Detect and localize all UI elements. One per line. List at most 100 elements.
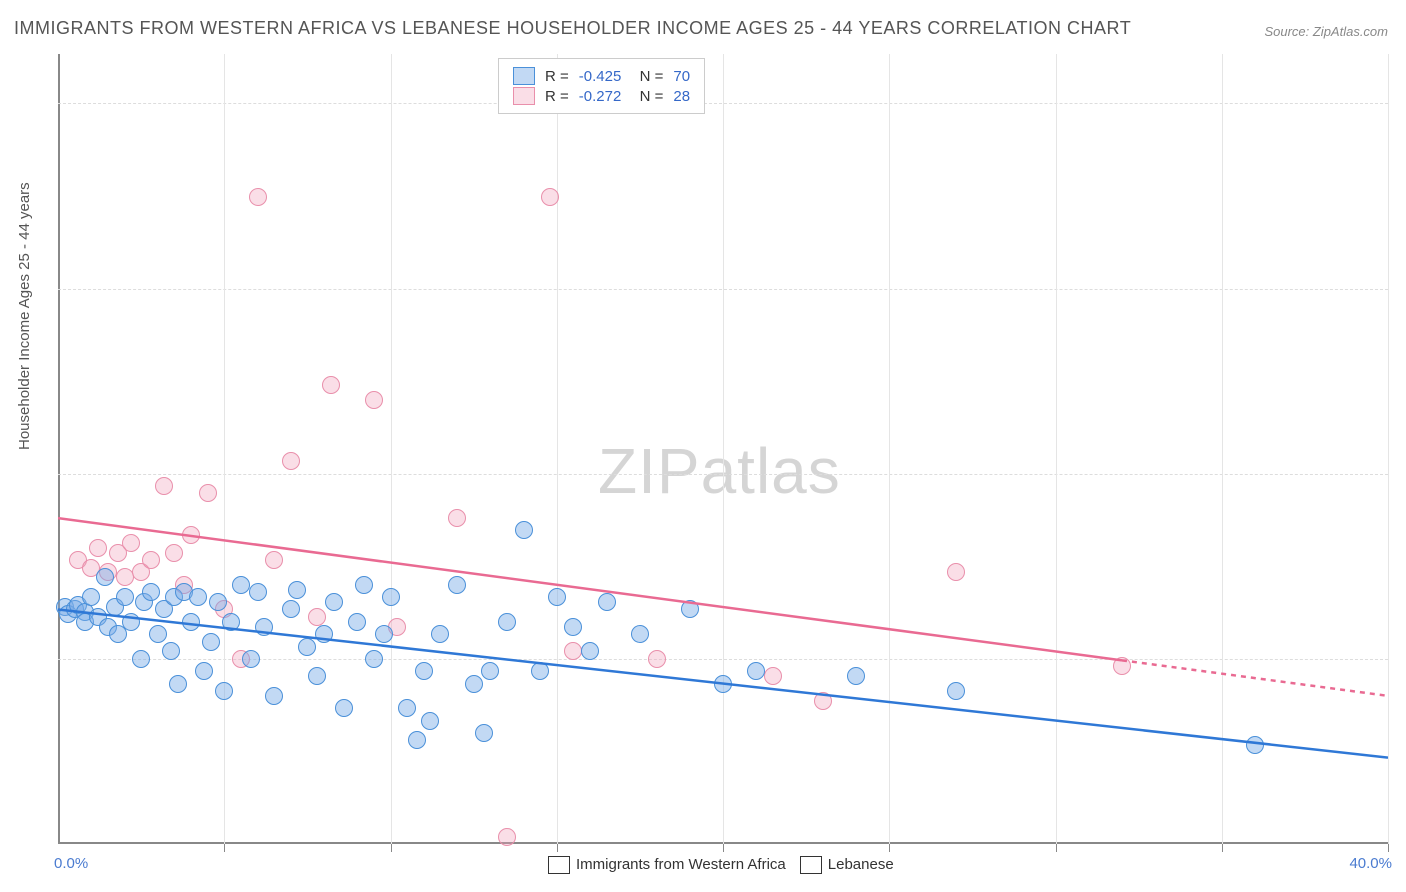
scatter-point-blue (355, 576, 373, 594)
scatter-point-blue (195, 662, 213, 680)
scatter-point-blue (162, 642, 180, 660)
scatter-point-blue (298, 638, 316, 656)
gridline-vertical (1388, 54, 1389, 844)
scatter-point-pink (265, 551, 283, 569)
gridline-vertical (889, 54, 890, 844)
scatter-point-blue (325, 593, 343, 611)
series-label: Lebanese (828, 856, 894, 873)
y-axis-line (58, 54, 60, 844)
scatter-point-blue (282, 600, 300, 618)
source-link[interactable]: ZipAtlas.com (1313, 24, 1388, 39)
scatter-point-blue (202, 633, 220, 651)
chart-title: IMMIGRANTS FROM WESTERN AFRICA VS LEBANE… (14, 18, 1131, 39)
x-tick-mark (557, 844, 558, 852)
scatter-point-blue (265, 687, 283, 705)
correlation-chart: { "title": "IMMIGRANTS FROM WESTERN AFRI… (0, 0, 1406, 892)
correlation-legend-row: R = -0.425 N = 70 (513, 67, 690, 85)
scatter-point-blue (548, 588, 566, 606)
scatter-point-blue (232, 576, 250, 594)
scatter-point-blue (209, 593, 227, 611)
scatter-point-blue (421, 712, 439, 730)
scatter-point-blue (947, 682, 965, 700)
scatter-point-blue (215, 682, 233, 700)
x-tick-mark (1056, 844, 1057, 852)
scatter-point-blue (255, 618, 273, 636)
series-label: Immigrants from Western Africa (576, 856, 786, 873)
series-legend-item: Immigrants from Western Africa (548, 856, 786, 874)
scatter-point-pink (498, 828, 516, 846)
scatter-point-blue (714, 675, 732, 693)
legend-n-label: N = (631, 68, 663, 85)
scatter-point-blue (681, 600, 699, 618)
legend-r-label: R = (545, 68, 569, 85)
x-tick-mark (224, 844, 225, 852)
legend-r-label: R = (545, 88, 569, 105)
scatter-point-pink (564, 642, 582, 660)
scatter-point-blue (335, 699, 353, 717)
scatter-point-blue (122, 613, 140, 631)
scatter-point-blue (631, 625, 649, 643)
scatter-point-blue (382, 588, 400, 606)
scatter-point-blue (747, 662, 765, 680)
scatter-point-pink (89, 539, 107, 557)
scatter-point-pink (448, 509, 466, 527)
scatter-point-blue (189, 588, 207, 606)
scatter-point-blue (398, 699, 416, 717)
scatter-point-pink (165, 544, 183, 562)
scatter-point-blue (465, 675, 483, 693)
legend-n-value: 28 (673, 88, 690, 105)
scatter-point-blue (315, 625, 333, 643)
scatter-point-blue (408, 731, 426, 749)
scatter-point-blue (1246, 736, 1264, 754)
x-tick-label-max: 40.0% (1349, 855, 1392, 872)
scatter-point-blue (116, 588, 134, 606)
watermark: ZIPatlas (598, 434, 841, 508)
scatter-point-blue (847, 667, 865, 685)
x-tick-mark (1388, 844, 1389, 852)
scatter-point-pink (199, 484, 217, 502)
scatter-point-blue (365, 650, 383, 668)
scatter-point-blue (531, 662, 549, 680)
scatter-point-pink (182, 526, 200, 544)
scatter-point-blue (288, 581, 306, 599)
scatter-point-pink (764, 667, 782, 685)
scatter-point-blue (448, 576, 466, 594)
scatter-point-blue (96, 568, 114, 586)
scatter-point-pink (648, 650, 666, 668)
scatter-point-pink (155, 477, 173, 495)
scatter-point-blue (375, 625, 393, 643)
scatter-point-blue (149, 625, 167, 643)
y-axis-label: Householder Income Ages 25 - 44 years (16, 182, 33, 450)
legend-n-label: N = (631, 88, 663, 105)
scatter-point-pink (282, 452, 300, 470)
correlation-legend: R = -0.425 N = 70 R = -0.272 N = 28 (498, 58, 705, 114)
scatter-point-blue (348, 613, 366, 631)
scatter-point-pink (814, 692, 832, 710)
correlation-legend-row: R = -0.272 N = 28 (513, 87, 690, 105)
series-legend: Immigrants from Western Africa Lebanese (548, 856, 894, 874)
legend-swatch-blue (548, 856, 570, 874)
gridline-vertical (224, 54, 225, 844)
scatter-point-blue (598, 593, 616, 611)
x-tick-label-min: 0.0% (54, 855, 88, 872)
gridline-vertical (391, 54, 392, 844)
scatter-point-pink (249, 188, 267, 206)
scatter-point-pink (308, 608, 326, 626)
source-prefix: Source: (1264, 24, 1312, 39)
series-legend-item: Lebanese (800, 856, 894, 874)
trend-line (1122, 660, 1388, 696)
scatter-point-pink (142, 551, 160, 569)
scatter-point-blue (481, 662, 499, 680)
scatter-point-pink (322, 376, 340, 394)
watermark-bold: ZIP (598, 435, 701, 507)
scatter-point-blue (82, 588, 100, 606)
x-tick-mark (1222, 844, 1223, 852)
source-attribution: Source: ZipAtlas.com (1264, 24, 1388, 39)
scatter-point-pink (947, 563, 965, 581)
scatter-point-blue (515, 521, 533, 539)
scatter-point-blue (242, 650, 260, 668)
scatter-point-blue (249, 583, 267, 601)
scatter-point-pink (365, 391, 383, 409)
gridline-vertical (1056, 54, 1057, 844)
plot-area: ZIPatlas $75,000$150,000$225,000$300,000… (58, 54, 1388, 844)
